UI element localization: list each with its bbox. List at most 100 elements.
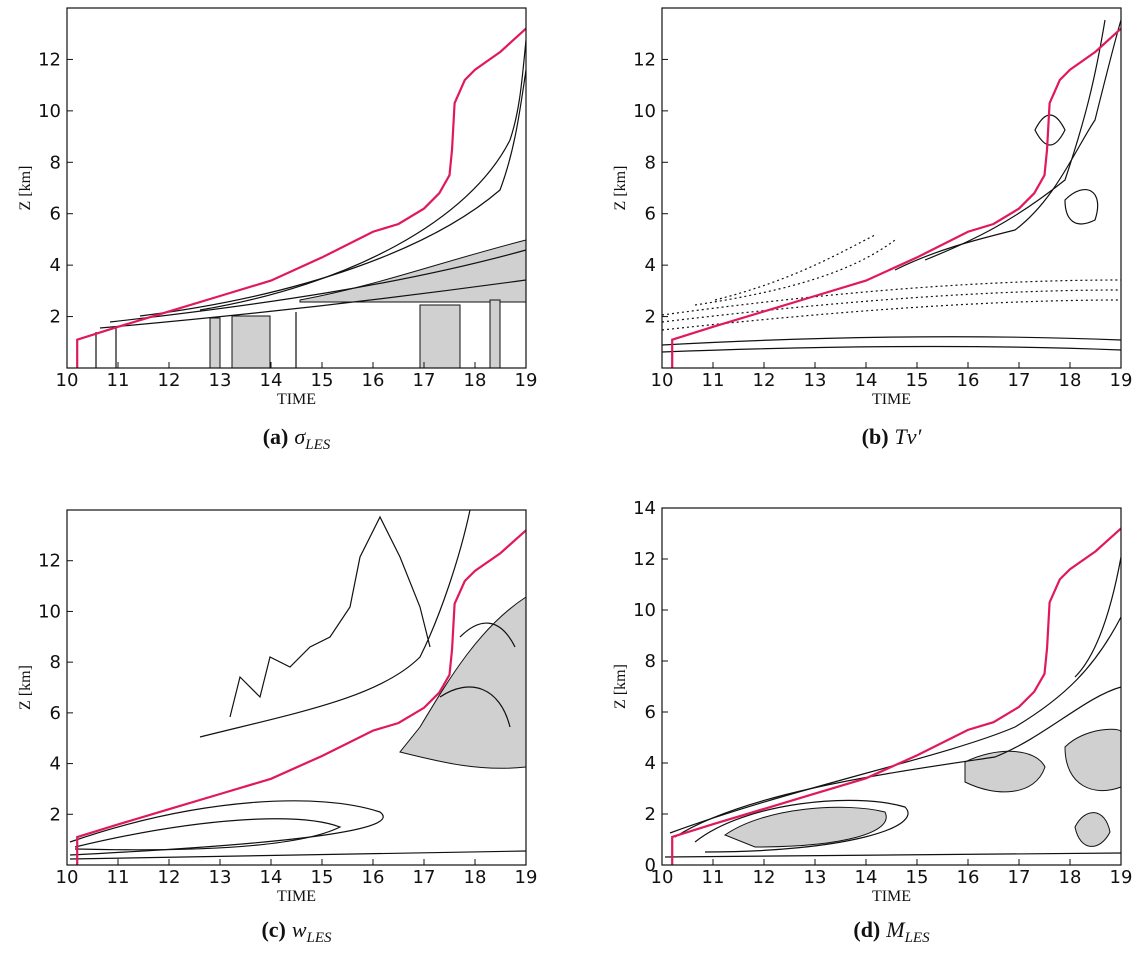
y-tick-label: 4 — [50, 255, 61, 276]
cloud-top-line — [76, 27, 527, 368]
contour-decoration — [664, 556, 1122, 858]
x-tick-label: 10 — [56, 867, 79, 888]
y-axis-label: Z [km] — [612, 166, 629, 211]
x-tick-label: 17 — [1008, 867, 1031, 888]
x-tick-label: 17 — [413, 867, 436, 888]
caption-label: (a) — [263, 424, 289, 449]
x-tick-label: 14 — [260, 867, 283, 888]
x-tick-label: 17 — [413, 370, 436, 391]
x-tick-label: 16 — [362, 370, 385, 391]
cloud-top-line — [671, 27, 1122, 368]
x-tick-label: 18 — [464, 370, 487, 391]
x-tick-label: 10 — [651, 370, 674, 391]
x-tick-label: 19 — [1110, 867, 1133, 888]
x-tick-label: 19 — [1110, 370, 1133, 391]
y-tick-label: 2 — [645, 307, 656, 328]
cloud-top-line — [671, 527, 1122, 865]
x-tick-label: 14 — [260, 370, 283, 391]
x-tick-label: 17 — [1008, 370, 1031, 391]
caption: (a) σLES — [263, 424, 331, 453]
y-tick-label: 12 — [633, 49, 656, 70]
y-tick-label: 2 — [50, 804, 61, 825]
x-axis-label: TIME — [277, 888, 316, 905]
y-tick-label: 4 — [645, 255, 656, 276]
y-tick-label: 8 — [50, 152, 61, 173]
y-tick-label: 0 — [645, 855, 656, 876]
plot-frame — [66, 509, 527, 866]
plot-frame — [661, 7, 1122, 369]
x-tick-label: 18 — [464, 867, 487, 888]
y-tick-label: 10 — [38, 101, 61, 122]
caption-symbol: σ — [294, 424, 306, 449]
x-tick-label: 10 — [56, 370, 79, 391]
y-tick-label: 6 — [645, 204, 656, 225]
y-tick-label: 4 — [645, 753, 656, 774]
y-axis-label: Z [km] — [17, 665, 34, 710]
caption-subscript: LES — [304, 437, 331, 453]
plot-frame — [661, 507, 1122, 866]
x-tick-label: 14 — [855, 867, 878, 888]
x-tick-label: 16 — [957, 370, 980, 391]
x-tick-label: 19 — [515, 370, 538, 391]
y-tick-label: 10 — [633, 600, 656, 621]
y-axis-label: Z [km] — [612, 664, 629, 709]
x-tick-label: 15 — [311, 370, 334, 391]
x-tick-label: 18 — [1059, 867, 1082, 888]
x-tick-label: 13 — [209, 867, 232, 888]
x-tick-label: 12 — [753, 370, 776, 391]
y-tick-label: 8 — [645, 152, 656, 173]
x-tick-label: 13 — [209, 370, 232, 391]
caption-symbol: w — [292, 917, 307, 942]
y-tick-label: 10 — [38, 601, 61, 622]
caption-symbol: M — [885, 917, 906, 942]
x-tick-label: 12 — [158, 370, 181, 391]
contour-decoration — [95, 39, 527, 369]
y-tick-label: 8 — [50, 652, 61, 673]
x-tick-label: 15 — [311, 867, 334, 888]
y-tick-label: 6 — [50, 703, 61, 724]
caption: (b) Tv′ — [862, 424, 923, 449]
x-tick-label: 15 — [906, 370, 929, 391]
cloud-top-line — [76, 529, 527, 865]
panel: 10 11 12 13 14 15 16 17 18 19 2 4 6 8 10 12 TIME Z [km] (c… — [17, 509, 538, 946]
y-tick-label: 12 — [633, 549, 656, 570]
y-tick-label: 8 — [645, 651, 656, 672]
caption-subscript: LES — [904, 930, 931, 946]
y-tick-label: 10 — [633, 101, 656, 122]
y-tick-label: 2 — [645, 804, 656, 825]
contour-decoration — [661, 19, 1122, 353]
contour-decoration — [69, 509, 527, 860]
caption: (d) MLES — [853, 917, 930, 946]
x-axis-label: TIME — [872, 888, 911, 905]
y-tick-label: 2 — [50, 307, 61, 328]
y-axis-label: Z [km] — [17, 166, 34, 211]
caption-subscript: LES — [306, 930, 333, 946]
x-tick-label: 12 — [158, 867, 181, 888]
caption-label: (d) — [853, 917, 880, 942]
plot-frame — [66, 7, 527, 369]
caption: (c) wLES — [261, 917, 332, 946]
x-axis-label: TIME — [872, 391, 911, 408]
x-tick-label: 11 — [107, 370, 130, 391]
caption-symbol: Tv′ — [895, 424, 923, 449]
x-tick-label: 13 — [804, 867, 827, 888]
x-tick-label: 16 — [362, 867, 385, 888]
x-tick-label: 10 — [651, 867, 674, 888]
y-tick-label: 6 — [645, 702, 656, 723]
y-tick-label: 14 — [633, 498, 656, 519]
y-tick-label: 12 — [38, 551, 61, 572]
panel: 10 11 12 13 14 15 16 17 18 19 2 4 6 8 10 12 TIME Z [km] (b… — [612, 7, 1133, 449]
x-tick-label: 11 — [702, 370, 725, 391]
caption-label: (c) — [261, 917, 285, 942]
x-tick-label: 11 — [702, 867, 725, 888]
caption-label: (b) — [862, 424, 889, 449]
x-tick-label: 19 — [515, 867, 538, 888]
y-tick-label: 4 — [50, 754, 61, 775]
y-tick-label: 6 — [50, 204, 61, 225]
x-tick-label: 16 — [957, 867, 980, 888]
y-tick-label: 12 — [38, 49, 61, 70]
x-tick-label: 11 — [107, 867, 130, 888]
x-tick-label: 13 — [804, 370, 827, 391]
